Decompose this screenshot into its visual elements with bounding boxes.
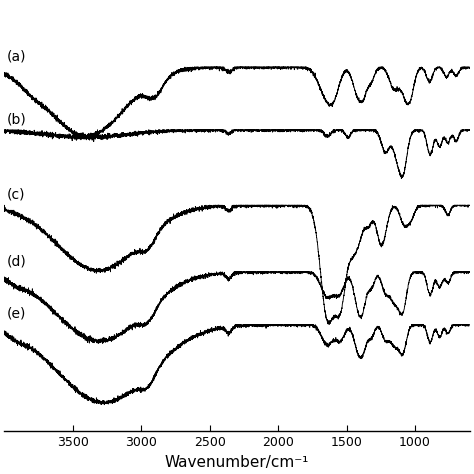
Text: (c): (c) — [7, 187, 26, 201]
Text: (a): (a) — [7, 49, 27, 63]
Text: (b): (b) — [7, 112, 27, 126]
Text: (d): (d) — [7, 254, 27, 268]
Text: (e): (e) — [7, 307, 26, 321]
X-axis label: Wavenumber/cm⁻¹: Wavenumber/cm⁻¹ — [165, 455, 309, 470]
